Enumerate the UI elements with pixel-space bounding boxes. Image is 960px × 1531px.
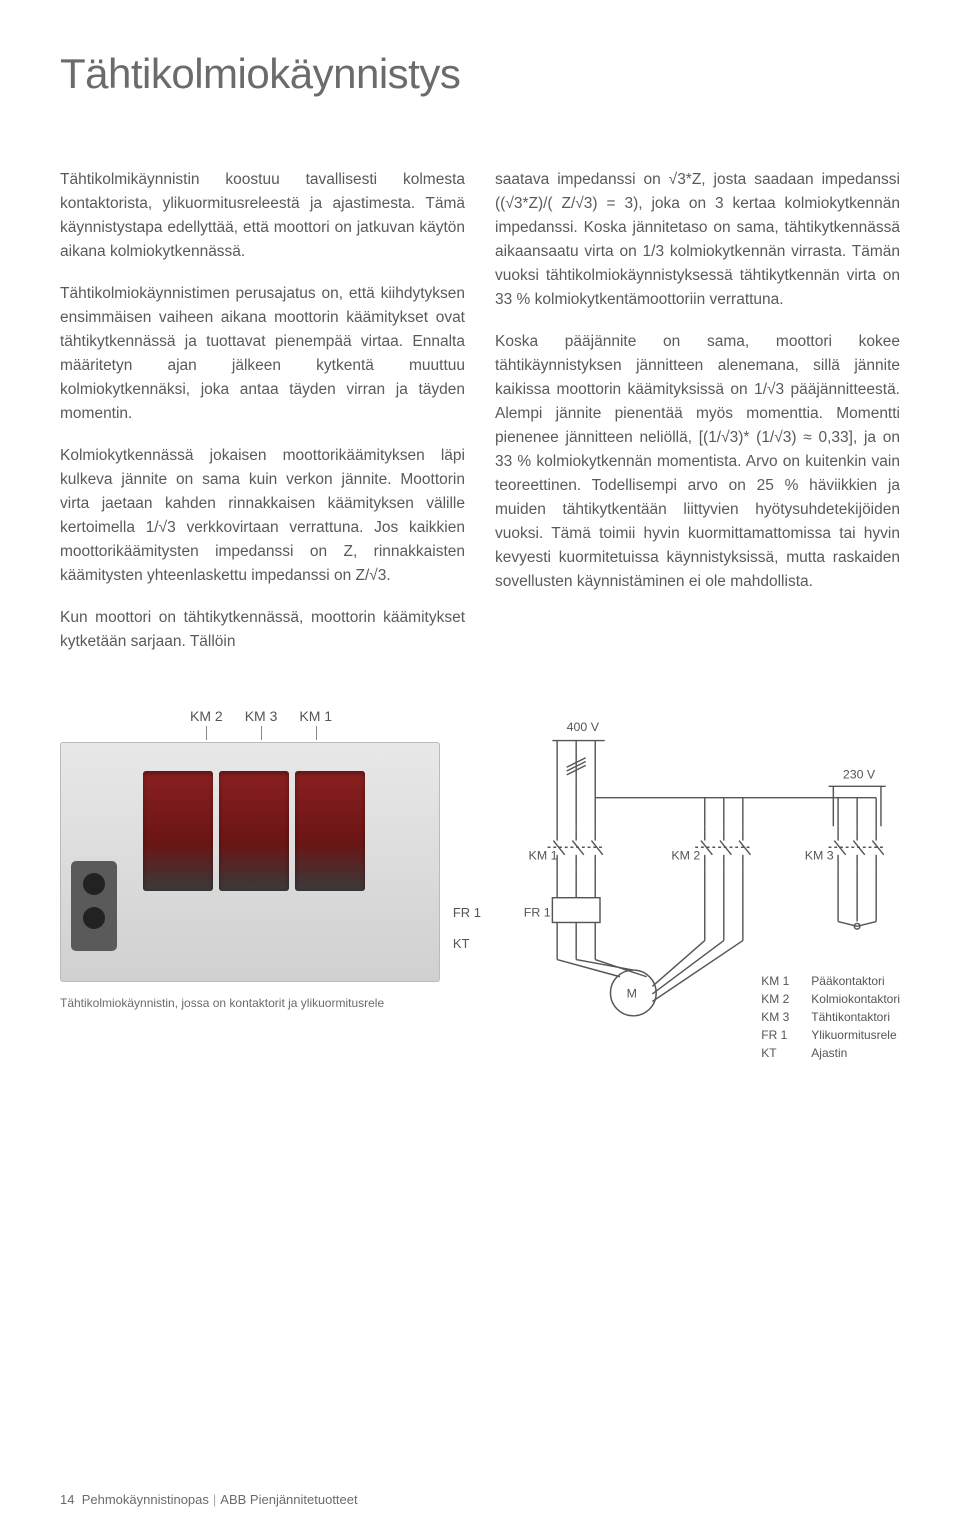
page-title: Tähtikolmiokäynnistys xyxy=(60,50,900,98)
legend-row: KT Ajastin xyxy=(761,1044,900,1062)
separator-icon: | xyxy=(213,1492,216,1507)
para: Kun moottori on tähtikytkennässä, mootto… xyxy=(60,606,465,654)
para: Koska pääjännite on sama, moottori kokee… xyxy=(495,330,900,594)
legend-row: KM 3 Tähtikontaktori xyxy=(761,1008,900,1026)
legend-key: KM 1 xyxy=(761,972,801,990)
column-right: saatava impedanssi on √3*Z, josta saadaa… xyxy=(495,168,900,672)
brand-name: ABB Pienjännitetuotteet xyxy=(220,1492,357,1507)
legend-val: Ylikuormitusrele xyxy=(811,1026,896,1044)
km3-label: KM 3 xyxy=(245,708,278,724)
legend-val: Ajastin xyxy=(811,1044,847,1062)
contactor-icon xyxy=(143,771,213,891)
page-number: 14 xyxy=(60,1492,74,1507)
label-230v: 230 V xyxy=(843,768,876,782)
kt-label: KT xyxy=(453,928,481,959)
label-fr1: FR 1 xyxy=(524,906,551,920)
para: saatava impedanssi on √3*Z, josta saadaa… xyxy=(495,168,900,312)
para: Tähtikolmiokäynnistimen perusajatus on, … xyxy=(60,282,465,426)
para: Tähtikolmikäynnistin koostuu tavallisest… xyxy=(60,168,465,264)
fr1-label: FR 1 xyxy=(453,897,481,928)
photo-caption: Tähtikolmiokäynnistin, jossa on kontakto… xyxy=(60,996,480,1010)
km1-label: KM 1 xyxy=(299,708,332,724)
contactor-icon xyxy=(219,771,289,891)
legend-key: KT xyxy=(761,1044,801,1062)
figures-row: KM 2 KM 3 KM 1 FR 1 KT Tähtikolmiokäynni… xyxy=(60,712,900,1072)
legend-key: KM 2 xyxy=(761,990,801,1008)
label-km2: KM 2 xyxy=(671,849,700,863)
pushbutton-box-icon xyxy=(71,861,117,951)
legend-row: KM 1 Pääkontaktori xyxy=(761,972,900,990)
doc-name: Pehmokäynnistinopas xyxy=(82,1492,209,1507)
legend-val: Pääkontaktori xyxy=(811,972,884,990)
para: Kolmiokytkennässä jokaisen moottorikäämi… xyxy=(60,444,465,588)
figure-schematic: 400 V 230 V KM 1 KM 2 xyxy=(500,712,900,1072)
legend-row: KM 2 Kolmiokontaktori xyxy=(761,990,900,1008)
legend-val: Kolmiokontaktori xyxy=(811,990,900,1008)
starter-photo: FR 1 KT xyxy=(60,742,440,982)
legend-key: KM 3 xyxy=(761,1008,801,1026)
label-400v: 400 V xyxy=(567,720,600,734)
body-columns: Tähtikolmikäynnistin koostuu tavallisest… xyxy=(60,168,900,672)
legend-key: FR 1 xyxy=(761,1026,801,1044)
km-labels: KM 2 KM 3 KM 1 xyxy=(190,708,332,724)
page-footer: 14 Pehmokäynnistinopas | ABB Pienjännitetu… xyxy=(60,1492,358,1507)
legend-row: FR 1 Ylikuormitusrele xyxy=(761,1026,900,1044)
legend: KM 1 Pääkontaktori KM 2 Kolmiokontaktori K… xyxy=(761,972,900,1062)
column-left: Tähtikolmikäynnistin koostuu tavallisest… xyxy=(60,168,465,672)
legend-val: Tähtikontaktori xyxy=(811,1008,890,1026)
label-km1: KM 1 xyxy=(529,849,558,863)
figure-photo: KM 2 KM 3 KM 1 FR 1 KT Tähtikolmiokäynni… xyxy=(60,712,480,1010)
label-motor: M xyxy=(627,987,637,1001)
label-km3: KM 3 xyxy=(805,849,834,863)
contactor-icon xyxy=(295,771,365,891)
km2-label: KM 2 xyxy=(190,708,223,724)
fr-kt-labels: FR 1 KT xyxy=(453,897,481,959)
